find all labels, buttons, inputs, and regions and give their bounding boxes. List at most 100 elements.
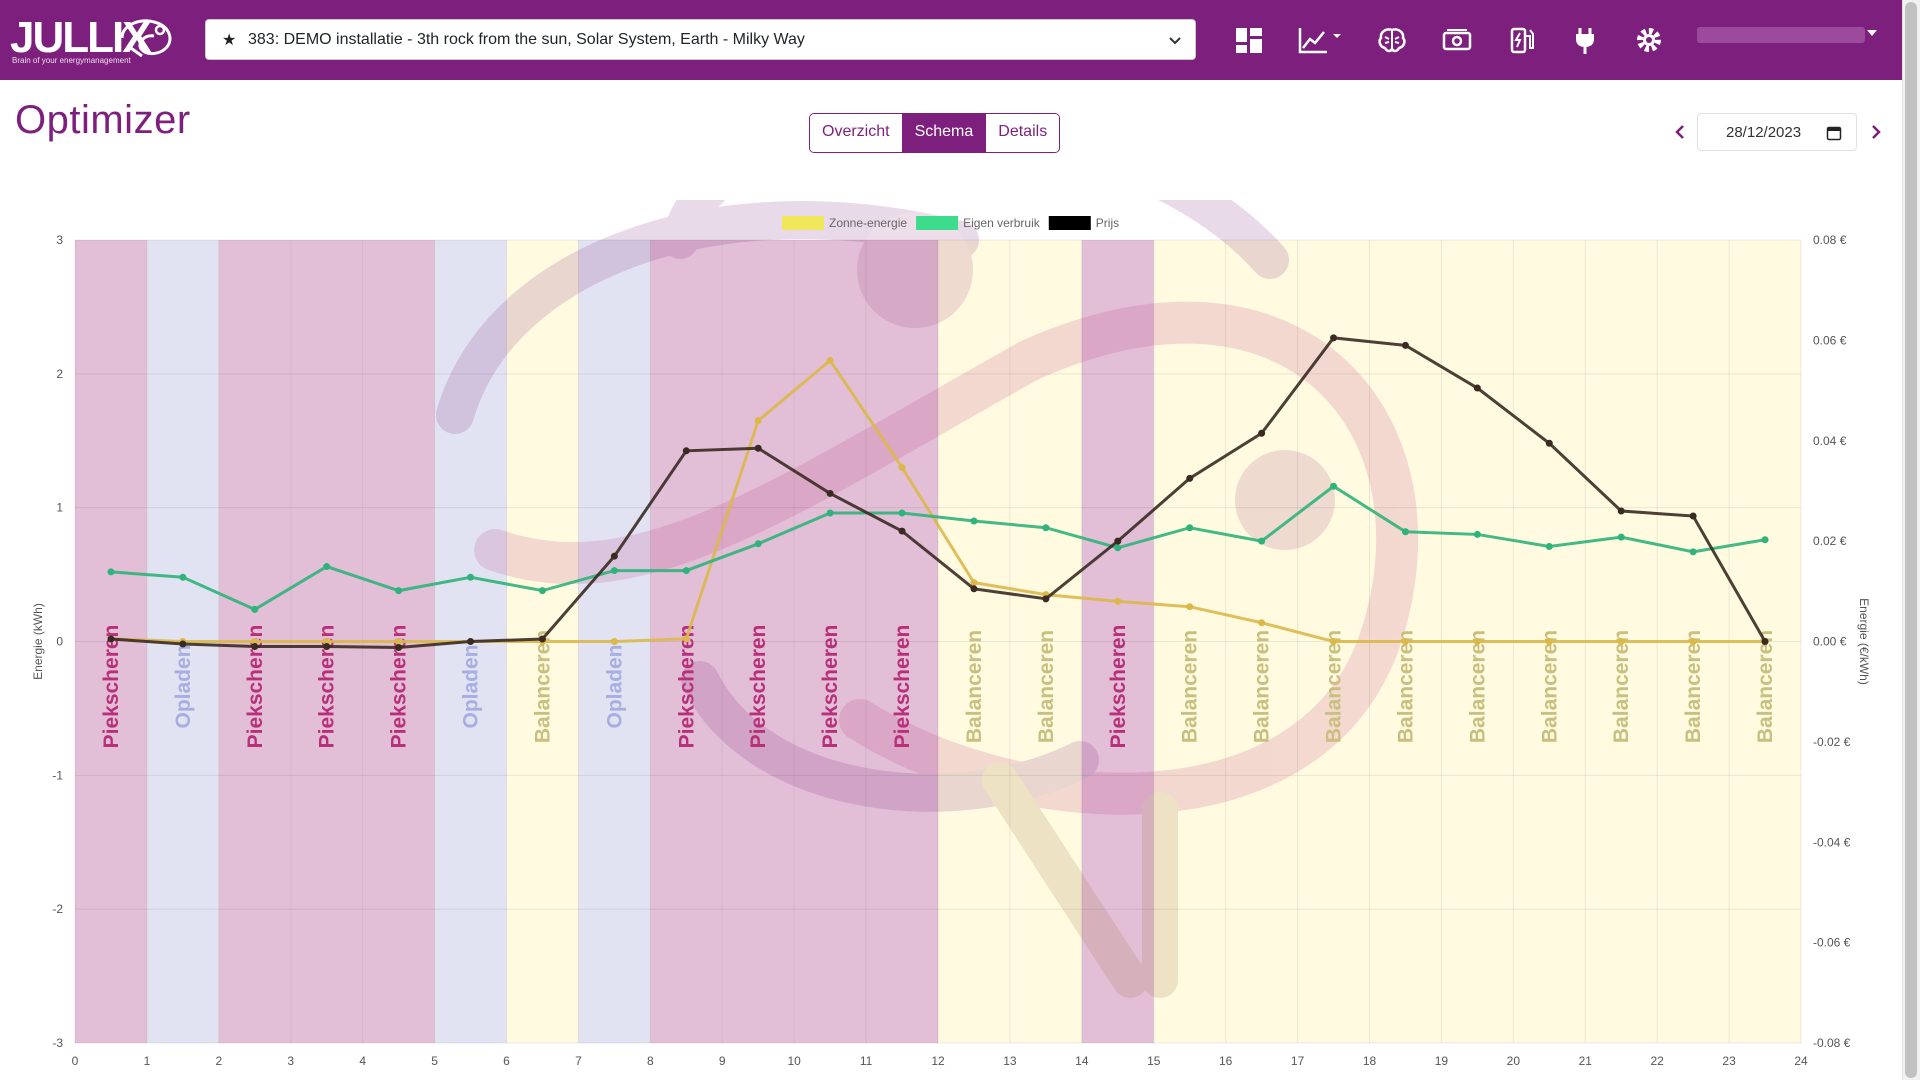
schedule-band-piekscheren [722, 240, 795, 1043]
series-point [179, 573, 187, 581]
y-right-tick-label: -0.08 € [1813, 1036, 1851, 1050]
x-tick-label: 11 [860, 1054, 873, 1068]
schedule-band-balanceren [1153, 240, 1226, 1043]
date-input[interactable]: 28/12/2023 [1697, 113, 1857, 151]
x-tick-label: 9 [719, 1054, 726, 1068]
band-label: Piekscheren [747, 625, 770, 749]
series-point [251, 638, 259, 645]
y-right-tick-label: 0.08 € [1813, 233, 1847, 247]
x-tick-label: 0 [72, 1054, 79, 1068]
series-point [1258, 537, 1266, 545]
x-tick-label: 18 [1363, 1054, 1377, 1068]
chevron-down-icon [1169, 37, 1181, 45]
tab-schema[interactable]: Schema [902, 114, 987, 152]
legend-swatch [916, 216, 959, 230]
series-point [538, 587, 546, 595]
favorite-star-icon[interactable]: ★ [222, 32, 237, 49]
dashboard-icon[interactable] [1233, 24, 1265, 56]
schedule-band-balanceren [1225, 240, 1298, 1043]
series-point [682, 447, 690, 455]
money-icon[interactable] [1441, 24, 1473, 56]
x-tick-label: 10 [787, 1054, 801, 1068]
y-left-tick-label: -1 [52, 768, 63, 782]
series-point [251, 605, 259, 613]
series-point [1330, 482, 1338, 490]
jullix-logo[interactable]: JULLIX Brain of your energymanagement [10, 13, 172, 66]
user-menu[interactable] [1697, 27, 1865, 43]
series-point [1689, 548, 1697, 556]
band-label: Piekscheren [819, 625, 842, 749]
schedule-band-balanceren [1009, 240, 1082, 1043]
view-tabs: Overzicht Schema Details [809, 113, 1061, 153]
series-point [1114, 597, 1122, 605]
series-point [395, 644, 403, 652]
watermark-dot [1235, 450, 1335, 550]
y-left-tick-label: -2 [52, 902, 63, 916]
next-day-icon[interactable] [1864, 117, 1888, 147]
series-point [1114, 544, 1122, 552]
series-point [1401, 341, 1409, 349]
previous-day-icon[interactable] [1668, 117, 1692, 147]
x-tick-label: 13 [1003, 1054, 1017, 1068]
jullix-watermark [436, 200, 1419, 998]
series-point [467, 573, 475, 581]
chart-line-icon[interactable] [1297, 24, 1345, 56]
series-point [1617, 533, 1625, 541]
tab-overzicht[interactable]: Overzicht [810, 114, 903, 152]
x-tick-label: 17 [1291, 1054, 1305, 1068]
logo-text: JULLIX [10, 13, 152, 62]
logo-tagline: Brain of your energymanagement [12, 56, 131, 65]
installation-select[interactable]: ★ 383: DEMO installatie - 3th rock from … [205, 19, 1196, 60]
series-point [323, 643, 331, 651]
series-point [682, 635, 690, 643]
series-point [754, 444, 762, 452]
band-label: Balanceren [1251, 630, 1274, 743]
series-point [395, 638, 403, 645]
page-scrollbar[interactable] [1902, 0, 1920, 1080]
y-right-tick-label: 0.02 € [1813, 534, 1847, 548]
series-point [826, 489, 834, 497]
tab-details[interactable]: Details [986, 114, 1060, 152]
series-point [682, 567, 690, 575]
band-label: Opladen [460, 644, 483, 728]
y-right-tick-label: 0.00 € [1813, 635, 1847, 649]
x-tick-label: 7 [575, 1054, 582, 1068]
band-label: Balanceren [1394, 630, 1417, 743]
page-title: Optimizer [15, 98, 191, 142]
series-point [1617, 507, 1625, 515]
series-line-zonne-energie [110, 358, 1766, 643]
series-point [1258, 429, 1266, 437]
series-point [970, 585, 978, 593]
scrollbar-thumb[interactable] [1905, 2, 1917, 1078]
y-left-tick-label: 2 [56, 367, 63, 381]
series-point [898, 527, 906, 535]
brain-icon[interactable] [1376, 24, 1408, 56]
y-left-tick-label: 1 [56, 501, 63, 515]
series-point [1330, 638, 1338, 645]
series-point [1617, 638, 1625, 645]
x-tick-label: 4 [359, 1054, 366, 1068]
series-point [1042, 524, 1050, 532]
band-label: Opladen [172, 644, 195, 728]
x-tick-label: 1 [144, 1054, 151, 1068]
legend-swatch [782, 216, 824, 230]
legend-label: Eigen verbruik [963, 216, 1041, 230]
y-left-tick-label: 3 [56, 233, 63, 247]
series-point [1473, 530, 1481, 538]
plug-icon[interactable] [1569, 24, 1601, 56]
band-label: Balanceren [1323, 630, 1346, 743]
gear-icon[interactable] [1633, 24, 1665, 56]
watermark-stroke [474, 301, 1419, 815]
band-label: Piekscheren [100, 625, 123, 749]
calendar-icon[interactable] [1826, 125, 1842, 141]
band-label: Balanceren [1754, 630, 1777, 743]
series-point [970, 579, 978, 587]
legend-label: Zonne-energie [829, 216, 907, 230]
installation-select-value: 383: DEMO installatie - 3th rock from th… [248, 31, 805, 48]
x-tick-label: 21 [1579, 1054, 1593, 1068]
series-point [754, 540, 762, 548]
watermark-stroke [681, 661, 1099, 812]
x-tick-label: 14 [1075, 1054, 1089, 1068]
fuel-pump-icon[interactable] [1506, 24, 1538, 56]
user-menu-caret-icon[interactable] [1867, 30, 1877, 36]
